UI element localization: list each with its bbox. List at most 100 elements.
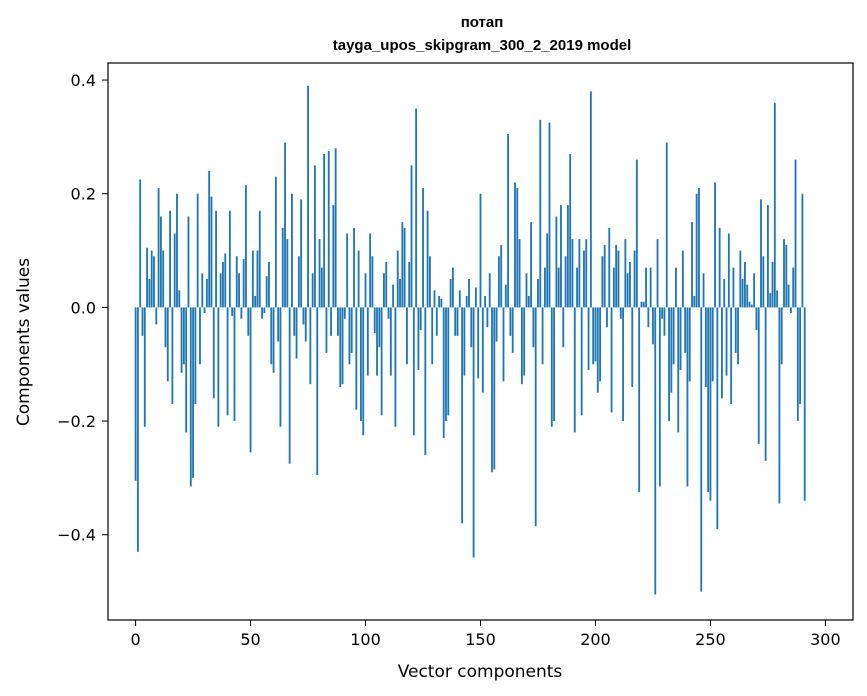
bar-111 [389,307,392,376]
bar-18 [176,193,178,308]
bar-68 [291,193,293,308]
bar-75 [307,85,309,308]
bar-81 [320,267,323,308]
bar-73 [302,307,305,325]
bar-35 [215,210,217,308]
bar-102 [369,233,372,308]
bar-17 [173,233,176,308]
bar-72 [300,199,303,308]
bar-146 [470,307,473,348]
bar-114 [396,250,399,308]
y-axis-ticks: −0.4 −0.2 0.0 0.2 0.4 [57,71,108,545]
bar-268 [750,304,753,308]
bar-127 [426,210,429,308]
bar-232 [668,307,670,422]
bar-151 [481,307,484,393]
bar-45 [238,273,240,308]
bar-236 [677,307,680,433]
bar-218 [635,159,638,308]
bar-227 [656,239,659,308]
bar-178 [543,267,546,308]
bar-269 [753,273,756,308]
bar-181 [550,307,553,427]
bar-160 [502,307,505,382]
bar-82 [323,153,326,308]
y-tick-label: −0.4 [57,526,96,545]
bar-154 [488,273,491,308]
bar-272 [760,199,762,308]
bar-38 [222,261,224,308]
bar-257 [725,307,728,376]
bar-36 [217,307,220,427]
bar-113 [394,307,397,427]
bar-91 [343,307,346,319]
bar-69 [293,307,296,336]
bar-47 [242,259,245,308]
bar-147 [472,307,475,558]
bar-12 [162,250,165,308]
bar-110 [387,307,390,319]
bar-31 [205,278,208,308]
bar-284 [787,284,790,308]
bar-262 [737,307,739,365]
bar-185 [560,205,562,308]
x-tick-label: 0 [130,630,140,649]
bar-62 [277,307,280,342]
bar-142 [461,307,464,524]
bar-271 [757,307,760,444]
x-tick-label: 150 [465,630,496,649]
bar-176 [539,119,542,308]
bar-66 [286,239,289,308]
bar-131 [435,307,438,336]
bar-172 [530,222,533,308]
bar-246 [700,307,703,592]
bar-183 [555,216,558,308]
bar-52 [254,296,257,308]
bar-21 [182,307,185,365]
y-tick-label: 0.0 [71,298,96,317]
bar-195 [583,250,585,308]
bar-0 [134,307,137,481]
bar-11 [159,216,162,308]
bar-152 [484,296,487,308]
bar-67 [288,307,291,464]
bar-283 [785,244,788,308]
bar-159 [500,244,503,308]
bar-150 [479,193,482,308]
bar-95 [353,227,355,308]
bar-170 [525,273,528,308]
bar-220 [640,301,643,308]
bar-288 [796,307,799,422]
bar-15 [169,210,171,308]
bar-74 [304,307,307,342]
bar-177 [541,307,544,365]
bar-141 [458,290,461,308]
bar-290 [801,193,804,308]
bar-247 [702,273,705,308]
bar-118 [406,307,408,365]
bar-22 [185,307,188,433]
bar-211 [619,307,622,319]
bar-164 [511,307,514,353]
bar-4 [143,307,146,427]
bar-192 [576,267,578,308]
bar-128 [428,256,431,308]
bar-179 [546,233,549,308]
bar-28 [199,307,201,365]
bar-216 [631,307,634,387]
bar-186 [562,307,565,348]
bar-30 [203,307,206,314]
bar-207 [610,307,613,413]
chart-title: потап [461,14,504,31]
bar-233 [670,307,673,393]
bar-5 [146,247,149,308]
bar-7 [150,250,153,308]
bar-51 [251,250,254,308]
bar-99 [362,307,365,436]
bar-223 [647,307,650,328]
bar-279 [776,290,779,308]
bar-226 [654,307,657,595]
bar-165 [514,182,516,308]
bar-129 [431,307,434,365]
